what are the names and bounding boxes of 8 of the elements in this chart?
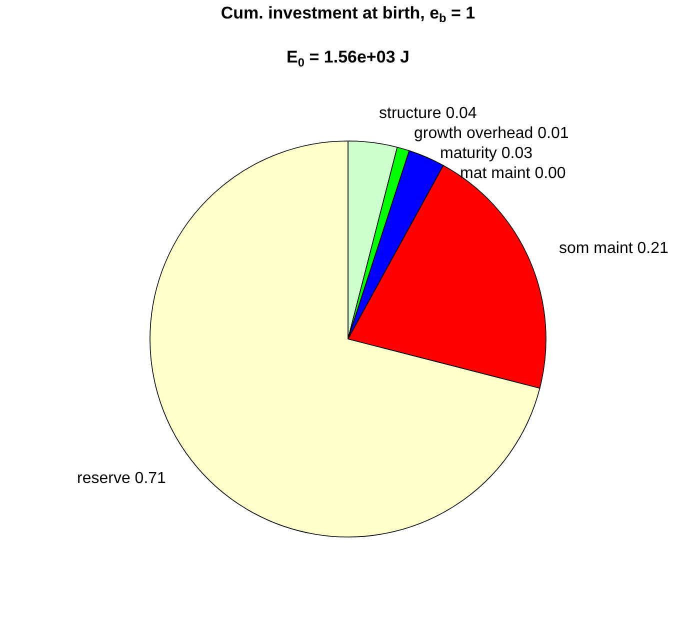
slice-label: maturity 0.03: [440, 145, 533, 162]
slice-label: growth overhead 0.01: [414, 125, 569, 142]
slice-label: reserve 0.71: [77, 470, 166, 487]
chart-subtitle: E$_{0}$ = 1.56e+03 J: [286, 48, 410, 70]
slice-label: structure 0.04: [379, 105, 477, 122]
slice-label: som maint 0.21: [559, 240, 668, 257]
chart-title: Cum. investment at birth, e$_{b}$ = 1: [220, 4, 476, 26]
category-label: mat maint 0.00: [460, 165, 566, 182]
